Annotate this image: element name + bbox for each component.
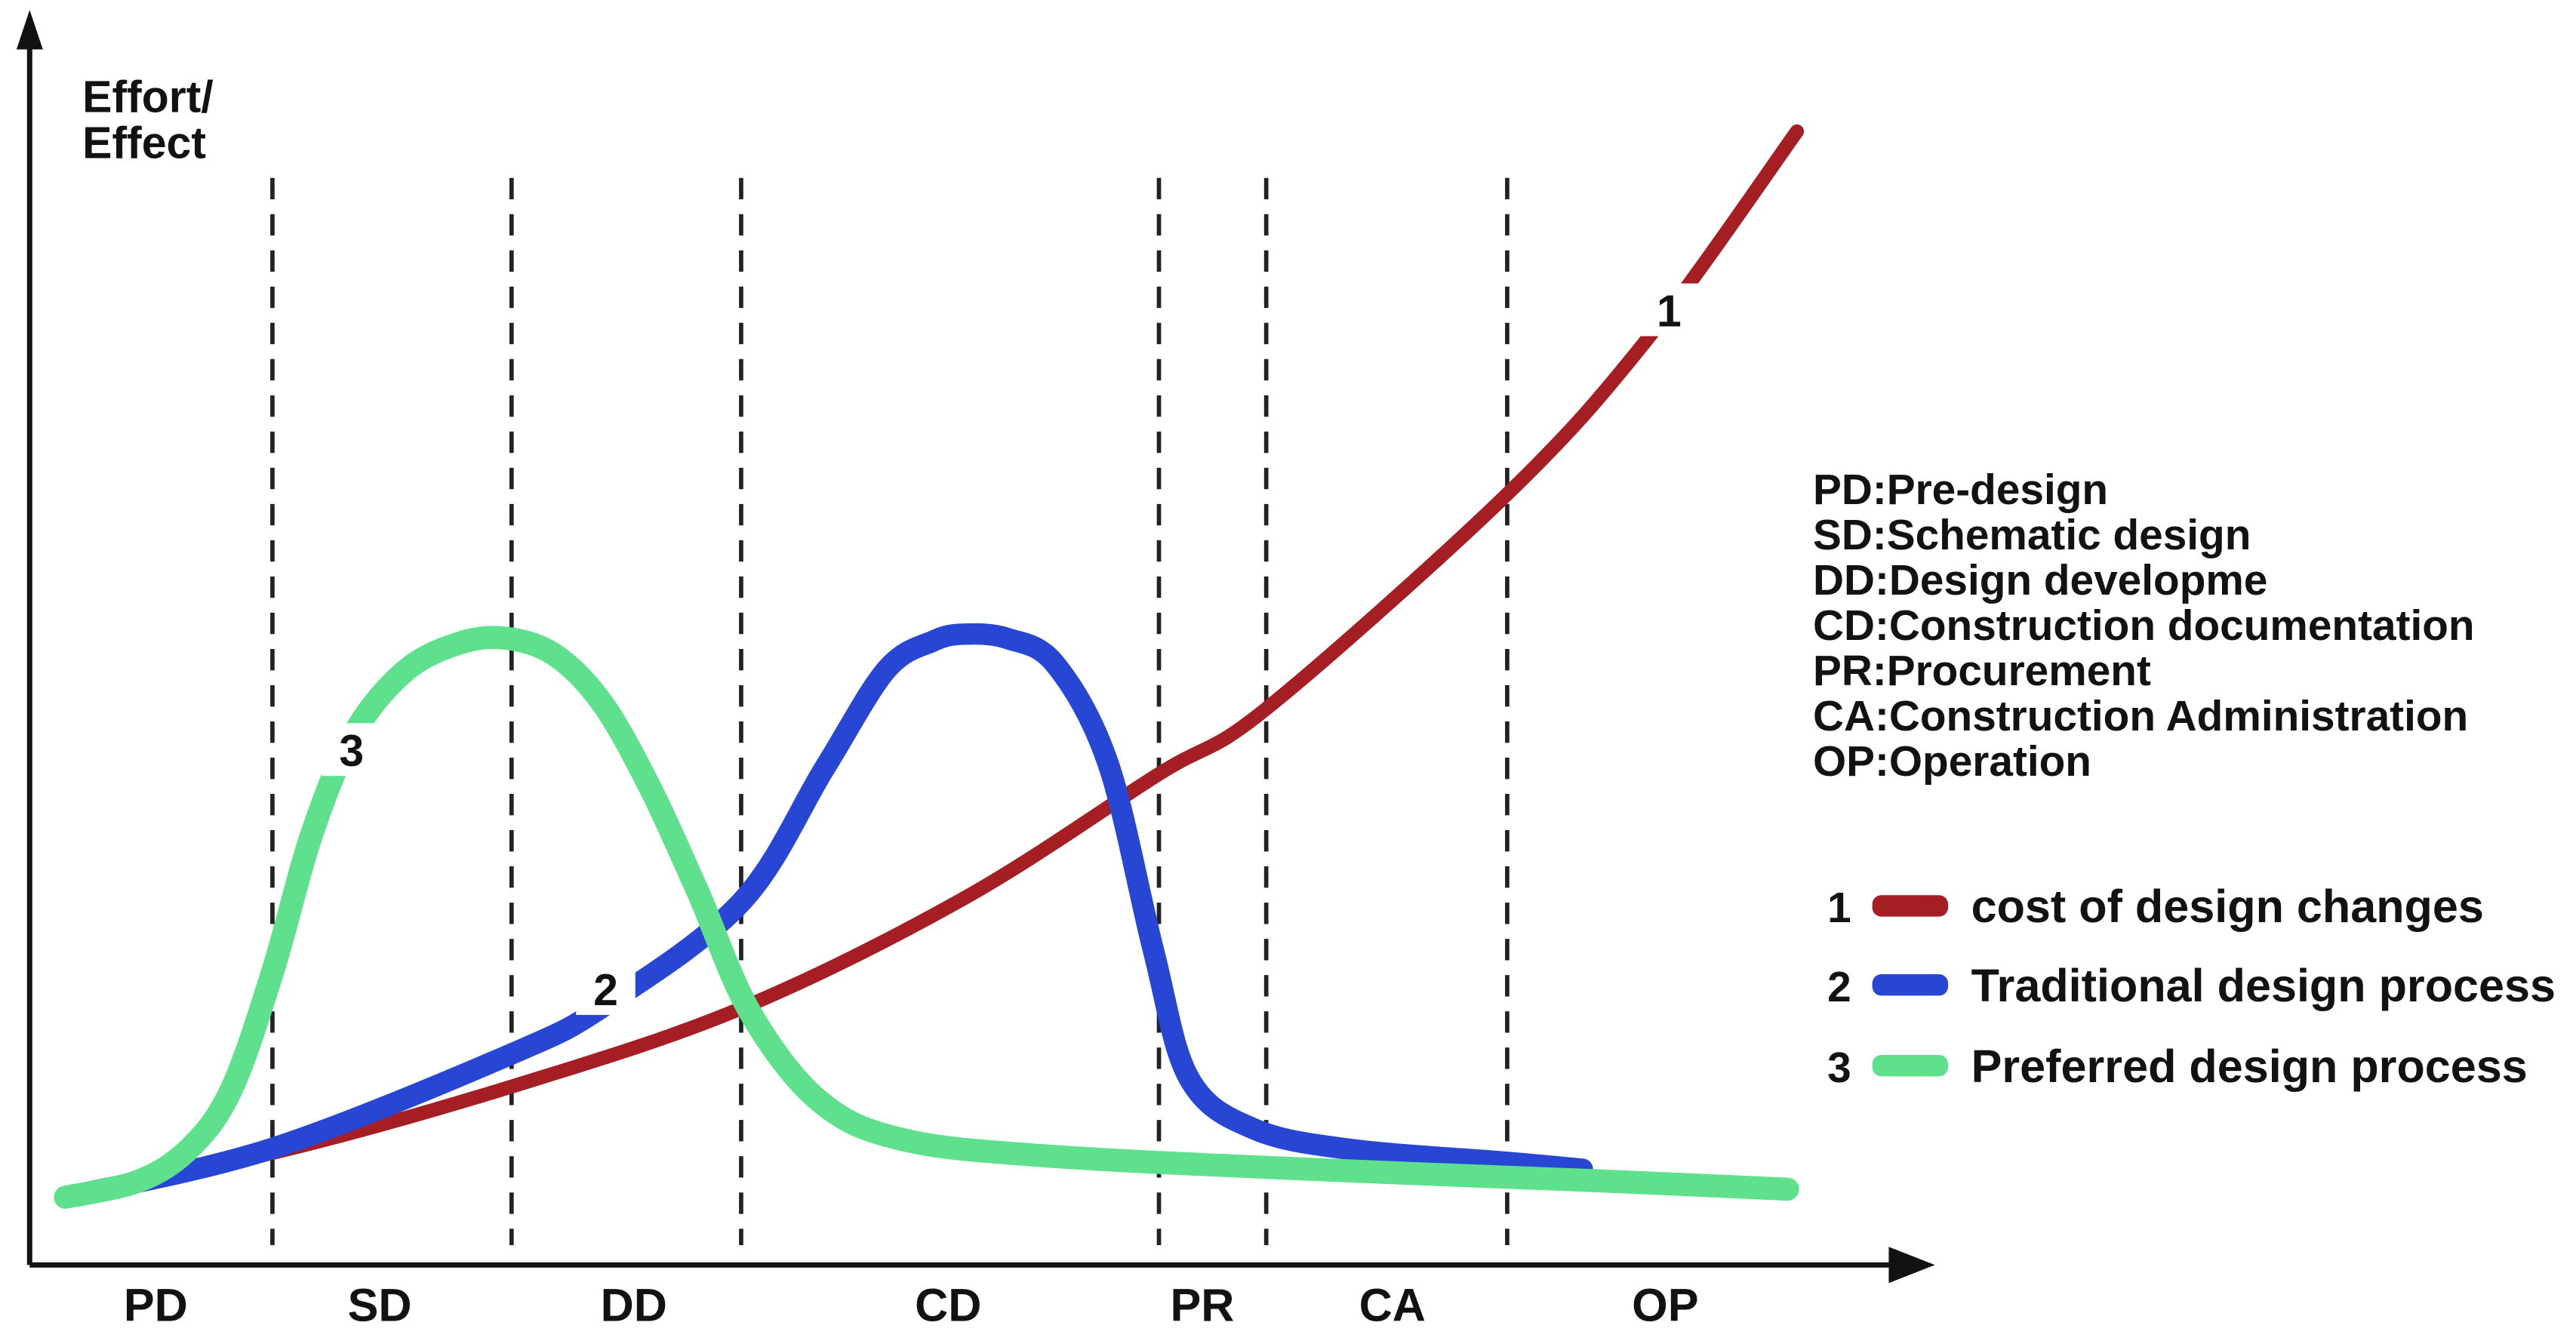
- legend-entry-number: 3: [1827, 1044, 1851, 1092]
- abbreviation-line: PD:Pre-design: [1813, 466, 2108, 514]
- legend-entry-label: Traditional design process: [1971, 960, 2556, 1011]
- curve-label-gap: [1639, 283, 1699, 337]
- curve-number-label: 2: [593, 966, 618, 1015]
- x-axis-arrowhead: [1888, 1247, 1935, 1284]
- legend-entry-label: Preferred design process: [1971, 1041, 2528, 1092]
- legend-swatch: [1872, 1054, 1949, 1077]
- legend-swatch: [1872, 974, 1949, 996]
- curves-group: [54, 124, 1805, 1209]
- phase-boundaries-group: [270, 177, 1510, 1246]
- phase-label-ca: CA: [1359, 1279, 1426, 1330]
- curve-label-gap: [576, 962, 636, 1015]
- axes-group: [16, 10, 1935, 1284]
- abbreviation-line: DD:Design developme: [1813, 557, 2267, 604]
- abbreviation-line: PR:Procurement: [1813, 647, 2151, 695]
- curve-label-gap: [322, 723, 382, 777]
- y-axis-label-line2: Effect: [82, 119, 206, 168]
- curve-number-labels-group: 1 2 3: [322, 283, 1699, 1015]
- phase-label-pd: PD: [124, 1279, 188, 1330]
- phase-labels-group: PD SD DD CD PR CA OP: [124, 1279, 1699, 1330]
- abbreviation-line: OP:Operation: [1813, 738, 2091, 786]
- phase-label-sd: SD: [348, 1279, 412, 1330]
- phase-label-cd: CD: [915, 1279, 981, 1330]
- phase-label-op: OP: [1632, 1279, 1698, 1330]
- abbreviation-line: CD:Construction documentation: [1813, 602, 2475, 650]
- curve-cost-of-design-changes: [58, 124, 1805, 1201]
- curve-preferred-design-process: [54, 626, 1799, 1209]
- phase-label-dd: DD: [601, 1279, 667, 1330]
- phase-label-pr: PR: [1170, 1279, 1234, 1330]
- legend-entry-number: 2: [1827, 964, 1851, 1011]
- y-axis-arrowhead: [16, 10, 43, 50]
- curve-traditional-design-process: [54, 623, 1593, 1208]
- abbreviation-line: SD:Schematic design: [1813, 512, 2251, 559]
- curve-number-label: 1: [1657, 287, 1682, 336]
- legend-swatch: [1872, 895, 1949, 917]
- y-axis-label-line1: Effort/: [82, 72, 214, 121]
- legend-entry-label: cost of design changes: [1971, 881, 2484, 932]
- abbreviation-line: CA:Construction Administration: [1813, 693, 2468, 740]
- curve-number-label: 3: [339, 727, 364, 776]
- legend-entry-number: 1: [1827, 884, 1851, 932]
